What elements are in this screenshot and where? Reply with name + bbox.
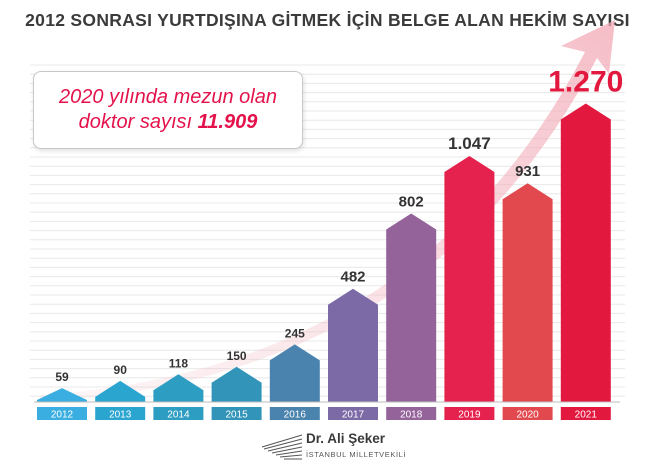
chart-title: 2012 SONRASI YURTDIŞINA GİTMEK İÇİN BELG… xyxy=(25,10,630,30)
tick-label-2013: 2013 xyxy=(109,410,132,421)
tick-label-2021: 2021 xyxy=(575,410,598,421)
value-label-2019: 1.047 xyxy=(448,134,491,153)
bar-2015 xyxy=(211,366,262,402)
value-label-2015: 150 xyxy=(227,349,247,363)
year-tab-2017 xyxy=(328,407,378,420)
bar-2016 xyxy=(269,344,320,402)
year-tab-2012 xyxy=(37,407,87,420)
year-tab-2013 xyxy=(95,407,146,420)
tick-label-2020: 2020 xyxy=(516,410,539,421)
bar-2014 xyxy=(153,374,204,402)
tick-label-2018: 2018 xyxy=(400,410,423,421)
callout-line-2: doktor sayısı 11.909 xyxy=(79,110,258,135)
tick-label-2019: 2019 xyxy=(458,410,481,421)
year-tab-2014 xyxy=(153,407,204,420)
graduates-callout: 2020 yılında mezun olan doktor sayısı 11… xyxy=(33,71,303,149)
year-tab-2019 xyxy=(444,407,495,420)
bar-2018 xyxy=(386,213,437,402)
tick-label-2017: 2017 xyxy=(342,410,365,421)
value-label-2017: 482 xyxy=(340,269,365,286)
signature-subtitle: İSTANBUL MİLLETVEKİLİ xyxy=(306,450,407,459)
year-tab-2016 xyxy=(269,407,320,420)
value-label-2018: 802 xyxy=(399,194,424,211)
value-label-2012: 59 xyxy=(55,370,69,384)
tick-label-2012: 2012 xyxy=(51,410,74,421)
signature-logo-icon xyxy=(261,434,303,460)
callout-line-1: 2020 yılında mezun olan xyxy=(59,86,277,108)
value-label-2014: 118 xyxy=(169,356,189,370)
bar-2017 xyxy=(328,288,378,402)
tick-label-2015: 2015 xyxy=(225,410,248,421)
callout-value: 11.909 xyxy=(197,111,258,133)
signature-name: Dr. Ali Şeker xyxy=(306,431,386,446)
signature: Dr. Ali Şeker İSTANBUL MİLLETVEKİLİ xyxy=(258,429,428,465)
trend-arrow xyxy=(40,20,615,402)
bar-2013 xyxy=(95,380,146,402)
year-tab-2015 xyxy=(211,407,262,420)
value-label-2016: 245 xyxy=(285,326,305,340)
value-label-2013: 90 xyxy=(114,363,128,377)
bar-2012 xyxy=(37,388,87,402)
year-tab-2021 xyxy=(560,407,611,420)
bar-2019 xyxy=(444,155,495,402)
callout-line-2-text: doktor sayısı xyxy=(78,111,193,133)
year-tab-2018 xyxy=(386,407,437,420)
bar-2021 xyxy=(560,103,611,403)
tick-label-2016: 2016 xyxy=(284,410,307,421)
tick-label-2014: 2014 xyxy=(167,410,190,421)
value-label-2021: 1.270 xyxy=(548,66,623,99)
bar-2020 xyxy=(502,183,553,402)
year-tab-2020 xyxy=(502,407,553,420)
value-label-2020: 931 xyxy=(515,163,540,180)
